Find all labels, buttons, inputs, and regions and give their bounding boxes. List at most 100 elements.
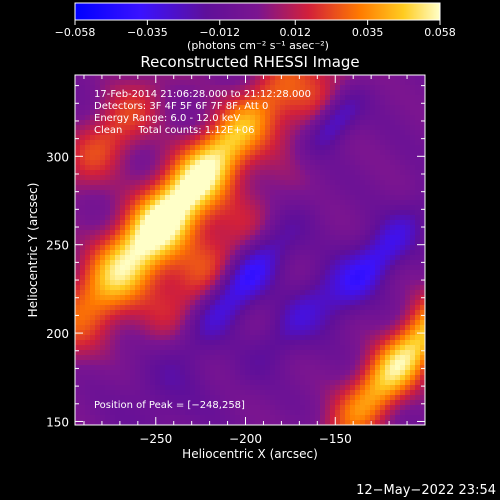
heatmap-cell (100, 150, 106, 156)
heatmap-cell (405, 270, 411, 276)
heatmap-cell (115, 350, 121, 356)
heatmap-cell (355, 210, 361, 216)
heatmap-cell (140, 355, 146, 361)
heatmap-cell (365, 235, 371, 241)
heatmap-cell (385, 365, 391, 371)
heatmap-cell (315, 305, 321, 311)
heatmap-cell (100, 235, 106, 241)
heatmap-cell (350, 265, 356, 271)
heatmap-cell (225, 380, 231, 386)
heatmap-cell (270, 410, 276, 416)
heatmap-cell (415, 145, 421, 151)
heatmap-cell (405, 120, 411, 126)
heatmap-cell (115, 415, 121, 421)
heatmap-cell (290, 210, 296, 216)
heatmap-cell (250, 180, 256, 186)
heatmap-cell (395, 380, 401, 386)
heatmap-cell (145, 360, 151, 366)
heatmap-cell (185, 235, 191, 241)
heatmap-cell (165, 135, 171, 141)
heatmap-cell (355, 225, 361, 231)
heatmap-cell (150, 315, 156, 321)
heatmap-cell (280, 305, 286, 311)
heatmap-cell (300, 75, 306, 81)
heatmap-cell (290, 155, 296, 161)
heatmap-cell (150, 195, 156, 201)
heatmap-cell (135, 95, 141, 101)
heatmap-cell (125, 350, 131, 356)
heatmap-cell (335, 285, 341, 291)
heatmap-cell (130, 275, 136, 281)
heatmap-cell (220, 350, 226, 356)
heatmap-cell (410, 165, 416, 171)
heatmap-cell (245, 385, 251, 391)
heatmap-cell (120, 245, 126, 251)
heatmap-cell (190, 260, 196, 266)
heatmap-cell (395, 205, 401, 211)
heatmap-cell (145, 105, 151, 111)
heatmap-cell (285, 290, 291, 296)
heatmap-cell (245, 305, 251, 311)
heatmap-cell (85, 285, 91, 291)
heatmap-cell (125, 405, 131, 411)
heatmap-cell (300, 100, 306, 106)
heatmap-cell (385, 85, 391, 91)
heatmap-cell (355, 400, 361, 406)
heatmap-cell (330, 130, 336, 136)
heatmap-cell (180, 210, 186, 216)
heatmap-cell (380, 95, 386, 101)
heatmap-cell (215, 190, 221, 196)
heatmap-cell (290, 350, 296, 356)
heatmap-cell (375, 415, 381, 421)
heatmap-cell (230, 315, 236, 321)
heatmap-cell (105, 345, 111, 351)
heatmap-cell (220, 210, 226, 216)
heatmap-cell (100, 95, 106, 101)
heatmap-cell (420, 375, 425, 381)
heatmap-cell (210, 245, 216, 251)
heatmap-cell (310, 310, 316, 316)
heatmap-cell (285, 235, 291, 241)
heatmap-cell (285, 360, 291, 366)
heatmap-cell (265, 315, 271, 321)
heatmap-cell (305, 310, 311, 316)
heatmap-cell (400, 280, 406, 286)
heatmap-cell (330, 415, 336, 421)
heatmap-cell (340, 105, 346, 111)
heatmap-cell (95, 320, 101, 326)
heatmap-cell (345, 110, 351, 116)
heatmap-cell (150, 345, 156, 351)
heatmap-cell (240, 260, 246, 266)
heatmap-cell (220, 115, 226, 121)
heatmap-cell (345, 165, 351, 171)
heatmap-cell (95, 230, 101, 236)
heatmap-cell (275, 290, 281, 296)
heatmap-cell (75, 275, 81, 281)
heatmap-cell (300, 365, 306, 371)
heatmap-cell (415, 375, 421, 381)
heatmap-cell (275, 140, 281, 146)
heatmap-cell (200, 370, 206, 376)
heatmap-cell (245, 325, 251, 331)
heatmap-cell (410, 130, 416, 136)
heatmap-cell (145, 155, 151, 161)
heatmap-cell (230, 330, 236, 336)
heatmap-cell (145, 420, 151, 425)
heatmap-cell (305, 150, 311, 156)
heatmap-cell (270, 320, 276, 326)
heatmap-cell (330, 375, 336, 381)
heatmap-cell (190, 400, 196, 406)
heatmap-cell (270, 350, 276, 356)
heatmap-cell (325, 240, 331, 246)
heatmap-cell (235, 245, 241, 251)
heatmap-cell (335, 400, 341, 406)
heatmap-cell (275, 225, 281, 231)
heatmap-cell (355, 360, 361, 366)
heatmap-cell (95, 165, 101, 171)
heatmap-cell (110, 95, 116, 101)
heatmap-cell (290, 415, 296, 421)
heatmap-cell (195, 360, 201, 366)
heatmap-cell (285, 335, 291, 341)
heatmap-cell (295, 415, 301, 421)
heatmap-cell (200, 205, 206, 211)
